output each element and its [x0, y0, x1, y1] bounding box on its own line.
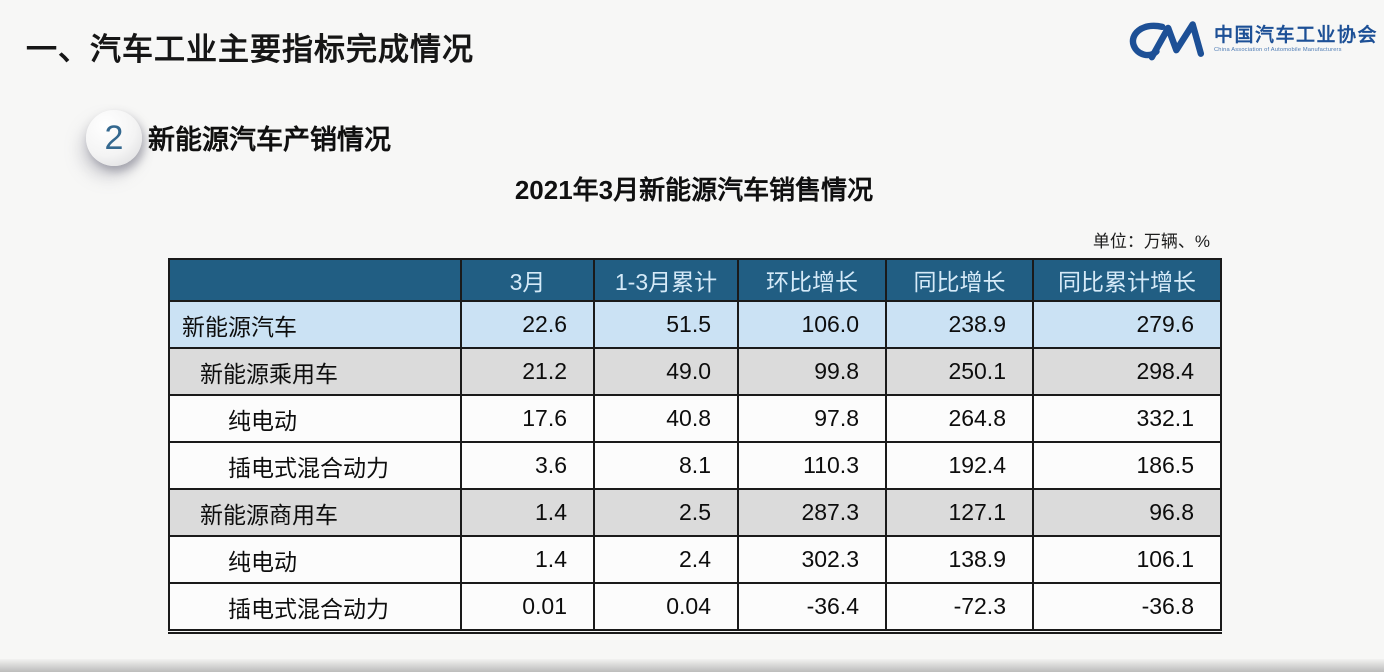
cell-value: 97.8: [737, 394, 887, 443]
cell-value: 2.4: [593, 535, 739, 584]
cell-value: 49.0: [593, 347, 739, 396]
caam-logo-text: 中国汽车工业协会 China Association of Automobile…: [1214, 25, 1378, 54]
row-label: 插电式混合动力: [168, 441, 462, 490]
cell-value: 51.5: [593, 300, 739, 349]
cell-value: 238.9: [885, 300, 1034, 349]
cell-value: 287.3: [737, 488, 887, 537]
row-label: 新能源汽车: [168, 300, 462, 349]
table-row: 新能源乘用车 21.2 49.0 99.8 250.1 298.4: [168, 347, 1222, 396]
cell-value: 127.1: [885, 488, 1034, 537]
cell-value: 8.1: [593, 441, 739, 490]
cell-value: 99.8: [737, 347, 887, 396]
row-label: 新能源商用车: [168, 488, 462, 537]
cell-value: 21.2: [460, 347, 595, 396]
cell-value: 250.1: [885, 347, 1034, 396]
table-row: 插电式混合动力 0.01 0.04 -36.4 -72.3 -36.8: [168, 582, 1222, 633]
column-header-yoy-cumulative-growth: 同比累计增长: [1032, 258, 1222, 302]
cell-value: 40.8: [593, 394, 739, 443]
cell-value: 106.0: [737, 300, 887, 349]
cell-value: 298.4: [1032, 347, 1222, 396]
sales-table: 3月 1-3月累计 环比增长 同比增长 同比累计增长 新能源汽车 22.6 51…: [168, 258, 1222, 634]
cell-value: 22.6: [460, 300, 595, 349]
table-header-row: 3月 1-3月累计 环比增长 同比增长 同比累计增长: [168, 258, 1222, 302]
section-title: 新能源汽车产销情况: [148, 125, 391, 155]
cell-value: 332.1: [1032, 394, 1222, 443]
section-number: 2: [104, 118, 124, 157]
cell-value: 17.6: [460, 394, 595, 443]
table-row: 纯电动 17.6 40.8 97.8 264.8 332.1: [168, 394, 1222, 443]
cell-value: 138.9: [885, 535, 1034, 584]
cell-value: -72.3: [885, 582, 1034, 633]
table-row: 新能源商用车 1.4 2.5 287.3 127.1 96.8: [168, 488, 1222, 537]
cell-value: 302.3: [737, 535, 887, 584]
row-label: 纯电动: [168, 535, 462, 584]
cell-value: 0.01: [460, 582, 595, 633]
cell-value: 96.8: [1032, 488, 1222, 537]
column-header-month: 3月: [460, 258, 595, 302]
column-header-cumulative: 1-3月累计: [593, 258, 739, 302]
caam-org-name-en: China Association of Automobile Manufact…: [1213, 46, 1342, 53]
unit-note: 单位：万辆、%: [1092, 232, 1210, 251]
cell-value: 279.6: [1032, 300, 1222, 349]
table-row: 新能源汽车 22.6 51.5 106.0 238.9 279.6: [168, 300, 1222, 349]
cell-value: 192.4: [885, 441, 1034, 490]
column-header-mom-growth: 环比增长: [737, 258, 887, 302]
column-header-yoy-growth: 同比增长: [885, 258, 1034, 302]
table-row: 插电式混合动力 3.6 8.1 110.3 192.4 186.5: [168, 441, 1222, 490]
cell-value: 0.04: [593, 582, 739, 633]
section-badge: 2: [86, 110, 142, 166]
cell-value: 3.6: [460, 441, 595, 490]
page-title: 一、汽车工业主要指标完成情况: [26, 32, 474, 67]
cell-value: 186.5: [1032, 441, 1222, 490]
caam-org-name: 中国汽车工业协会: [1213, 25, 1378, 46]
caam-monogram-icon: [1129, 21, 1205, 61]
row-label: 插电式混合动力: [168, 582, 462, 633]
cell-value: 1.4: [460, 535, 595, 584]
caam-logo: 中国汽车工业协会 China Association of Automobile…: [1125, 16, 1378, 63]
row-label: 新能源乘用车: [168, 347, 462, 396]
table-row: 纯电动 1.4 2.4 302.3 138.9 106.1: [168, 535, 1222, 584]
cell-value: -36.8: [1032, 582, 1222, 633]
row-label: 纯电动: [168, 394, 462, 443]
cell-value: 1.4: [460, 488, 595, 537]
cell-value: 2.5: [593, 488, 739, 537]
cell-value: 264.8: [885, 394, 1034, 443]
column-header-blank: [168, 258, 462, 302]
table-title: 2021年3月新能源汽车销售情况: [514, 175, 874, 205]
cell-value: -36.4: [737, 582, 887, 633]
cell-value: 106.1: [1032, 535, 1222, 584]
bottom-gradient-bar: [0, 659, 1384, 672]
cell-value: 110.3: [737, 441, 887, 490]
